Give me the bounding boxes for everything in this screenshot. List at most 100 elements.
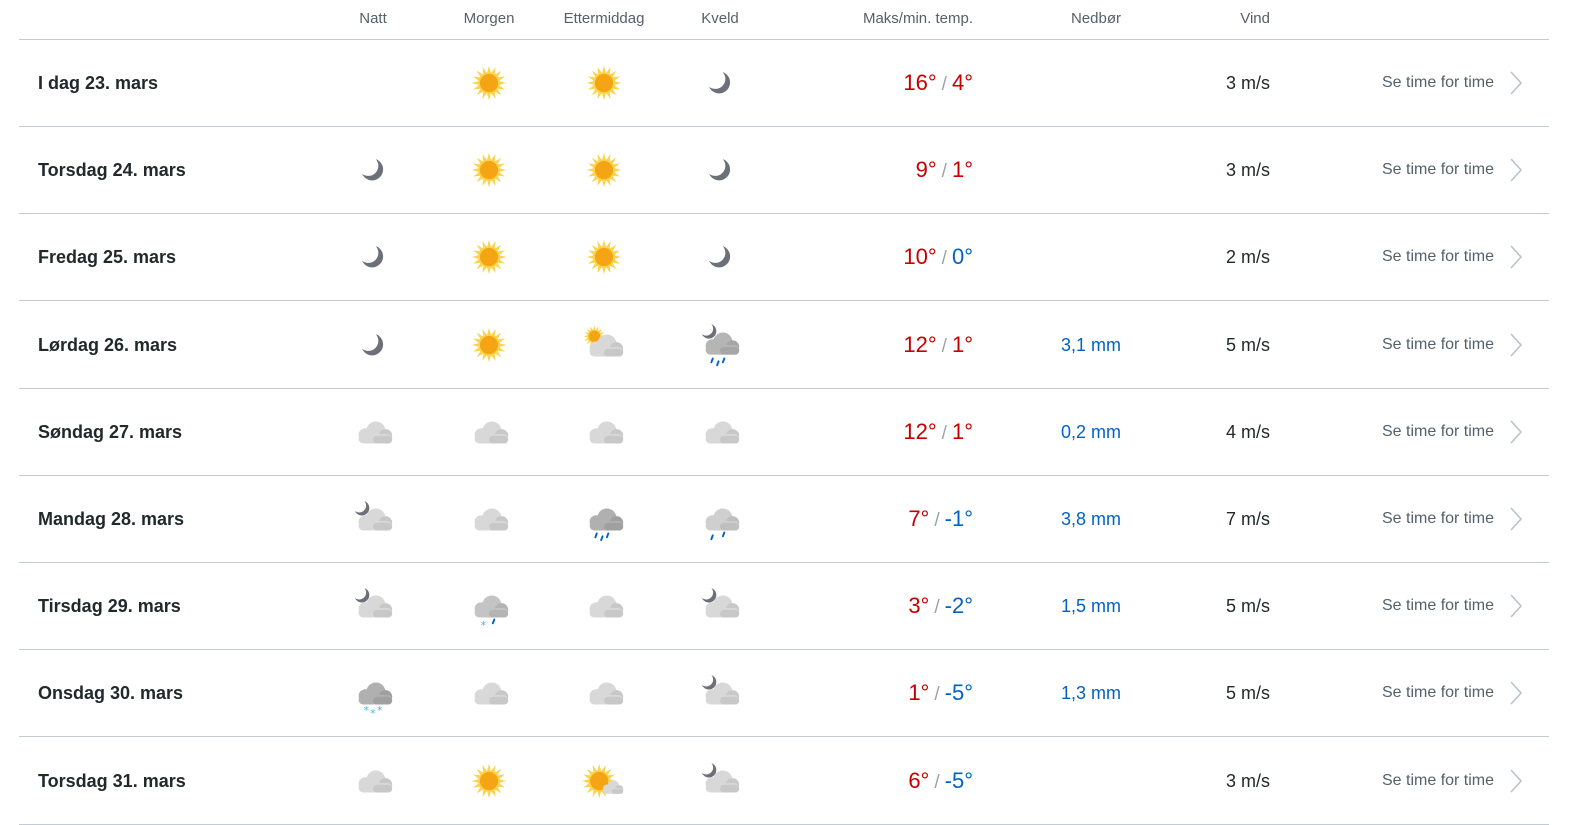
moon-icon-kveld [709,72,731,94]
day-label: Torsdag 24. mars [38,160,186,181]
wind: 4 m/s [1225,421,1270,442]
precipitation: 1,5 mm [1060,596,1121,617]
temp-separator: / [934,771,940,793]
day-row[interactable]: Lørdag 26. mars 12°/1° 3,1 mm 5 m/s Se time … [19,302,1549,389]
day-row[interactable]: Tirsdag 29. mars * 3° / -2° 1,5 mm 5 m/s Se tim… [19,563,1549,651]
empty-icon-natt [348,60,398,108]
moon-icon-kveld [709,246,731,268]
max-temp: 6° [908,767,930,793]
partly-cloudy-night-icon-natt [354,500,393,531]
hourly-link[interactable]: Se time for time [1382,510,1495,527]
chevron-right-icon[interactable] [1509,332,1523,358]
day-label: Lørdag 26. mars [38,334,178,355]
moon-icon-natt [362,159,384,181]
sun-icon-morgen [471,152,507,188]
chevron-right-icon[interactable] [1509,157,1523,183]
chevron-right-icon[interactable] [1509,70,1523,96]
max-temp: 10° [903,244,937,270]
chevron-right-icon[interactable] [1509,680,1523,706]
max-temp: 9° [915,157,937,183]
chevron-right-icon[interactable] [1509,244,1523,270]
day-row[interactable]: Torsdag 24. mars 9°/1° 3 m/s Se time for ti… [19,127,1549,215]
precipitation: 0,2 mm [1060,421,1121,442]
precipitation: 1,3 mm [1060,683,1121,704]
min-temp: -2° [944,593,973,619]
moon-icon-kveld [709,159,731,181]
day-row[interactable]: Søndag 27. mars 12°/1° 0,2 mm 4 m/s Se time … [19,389,1549,476]
light-rain-icon-kveld [705,508,740,541]
wind: 5 m/s [1225,334,1270,355]
wind: 5 m/s [1225,596,1270,617]
col-temp: Maks/min. temp. [862,10,973,27]
temp-separator: / [941,422,947,444]
chevron-right-icon[interactable] [1509,593,1523,619]
min-temp: -5° [944,767,973,793]
day-label: Mandag 28. mars [38,509,185,529]
temp-separator: / [941,335,947,357]
col-nedbor: Nedbør [1070,10,1121,27]
col-natt: Natt [359,10,387,27]
col-vind: Vind [1240,10,1270,27]
hourly-link[interactable]: Se time for time [1382,335,1495,353]
day-row[interactable]: I dag 23. mars 16°/4° 3 m/s Se time for tim… [19,40,1549,127]
table-header: Natt Morgen Ettermiddag Kveld Maks/min. … [19,0,1549,40]
svg-text:*: * [364,706,369,718]
wind: 5 m/s [1225,683,1270,704]
min-temp: 1° [951,331,973,357]
temperature: 1° / -5° [908,680,973,706]
chevron-right-icon[interactable] [1509,768,1523,794]
day-row[interactable]: Onsdag 30. mars * * * 1° / -5° 1,3 mm 5 m/s Se ti… [19,650,1549,738]
hourly-link[interactable]: Se time for time [1382,597,1495,615]
sun-icon-morgen [471,65,507,101]
temperature: 16°/4° [903,70,973,96]
hourly-link[interactable]: Se time for time [1382,248,1495,266]
day-label: Tirsdag 29. mars [38,596,181,617]
temperature: 12°/1° [903,332,973,358]
partly-cloudy-night-icon-natt [354,588,393,618]
cloud-icon-kveld [705,421,740,444]
partly-cloudy-night-icon-kveld [701,675,740,705]
precipitation: 3,1 mm [1060,334,1121,355]
min-temp: 4° [951,70,973,95]
min-temp: 0° [951,244,973,270]
day-row[interactable]: Fredag 25. mars 10°/0° 2 m/s Se time for ti… [19,214,1549,302]
min-temp: -5° [944,680,973,706]
temperature: 3° / -2° [908,593,973,619]
day-row[interactable]: Mandag 28. mars 7° / -1° 3,8 mm 7 m/s Se time … [19,476,1549,563]
sun-icon-morgen [471,240,507,275]
partly-cloudy-night-icon-kveld [701,588,740,618]
day-label: Fredag 25. mars [38,247,177,268]
hourly-link[interactable]: Se time for time [1382,422,1495,440]
max-temp: 16° [903,70,937,95]
temperature: 10°/0° [903,244,973,270]
hourly-link[interactable]: Se time for time [1382,771,1495,789]
partly-cloudy-day-icon-ettermiddag [583,325,624,357]
hourly-link[interactable]: Se time for time [1382,74,1495,91]
day-row[interactable]: Torsdag 31. mars 6° / -5° 3 m/s Se time for t… [19,738,1549,825]
min-temp: 1° [951,418,973,444]
day-label: I dag 23. mars [38,73,159,93]
temp-separator: / [941,248,947,270]
day-label: Torsdag 31. mars [38,770,186,791]
temperature: 6° / -5° [908,768,973,794]
rain-showers-night-icon-kveld [701,323,740,366]
temp-separator: / [941,161,947,183]
hourly-link[interactable]: Se time for time [1382,684,1495,702]
sun-icon-ettermiddag [586,152,622,188]
precipitation: 3,8 mm [1060,509,1121,529]
wind: 3 m/s [1225,770,1270,791]
cloud-icon-natt [358,421,393,444]
hourly-link[interactable]: Se time for time [1382,161,1495,179]
cloud-icon-ettermiddag [589,421,624,444]
temp-separator: / [941,74,947,95]
cloud-icon-ettermiddag [589,595,624,618]
chevron-right-icon[interactable] [1509,419,1523,445]
rain-icon-ettermiddag [589,508,624,542]
moon-icon-natt [362,246,384,268]
max-temp: 7° [908,506,930,531]
snow-icon-natt: * * * [358,682,393,718]
temp-separator: / [934,510,940,531]
chevron-right-icon[interactable] [1509,506,1523,532]
day-label: Onsdag 30. mars [38,683,184,704]
